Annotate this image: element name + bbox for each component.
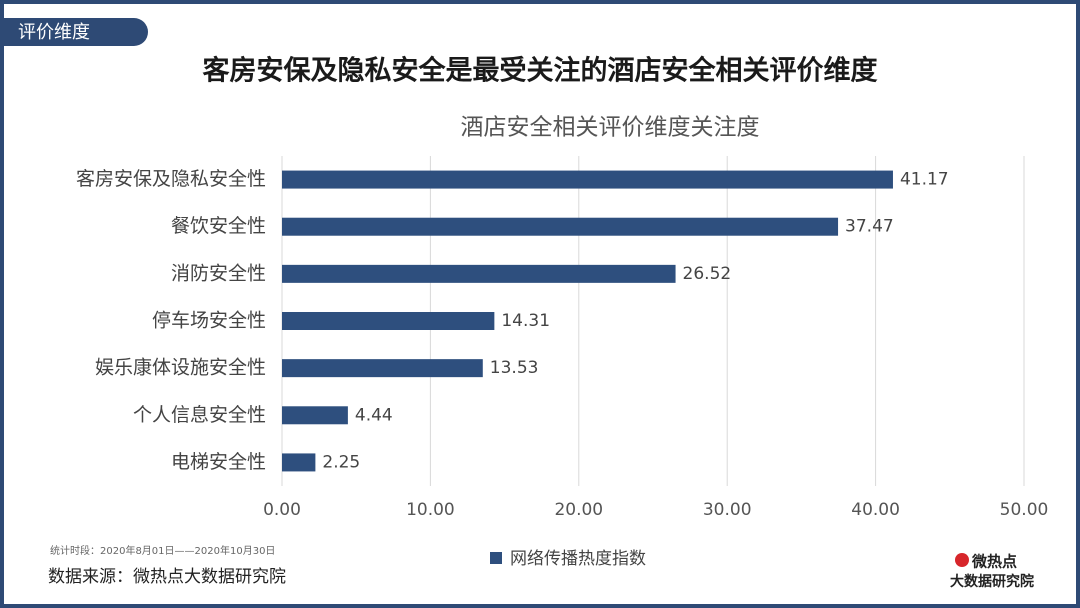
value-label: 2.25 <box>322 452 360 472</box>
x-tick-label: 20.00 <box>554 500 603 520</box>
tag-background <box>4 18 148 46</box>
value-label: 13.53 <box>490 358 539 378</box>
bar <box>282 312 495 330</box>
x-tick-label: 10.00 <box>406 500 455 520</box>
y-tick-label: 电梯安全性 <box>171 451 266 473</box>
legend-label: 网络传播热度指数 <box>510 549 646 569</box>
value-label: 37.47 <box>845 217 894 237</box>
y-tick-label: 餐饮安全性 <box>171 215 266 237</box>
bar <box>282 170 893 189</box>
bar <box>282 217 839 236</box>
value-label: 4.44 <box>355 405 393 425</box>
x-tick-label: 50.00 <box>1000 500 1049 520</box>
bar <box>282 453 316 472</box>
value-label: 14.31 <box>501 311 550 331</box>
value-label: 26.52 <box>683 264 732 284</box>
legend-swatch <box>490 552 502 564</box>
logo-text: 微热点 <box>971 553 1017 571</box>
chart: 评价维度 客房安保及隐私安全是最受关注的酒店安全相关评价维度 酒店安全相关评价维… <box>4 18 1049 590</box>
bar <box>282 264 676 283</box>
tag: 评价维度 <box>18 22 90 43</box>
logo-subtext: 大数据研究院 <box>950 573 1034 590</box>
period-note: 统计时段：2020年8月01日——2020年10月30日 <box>50 544 275 557</box>
y-tick-label: 客房安保及隐私安全性 <box>76 168 266 190</box>
value-label: 41.17 <box>900 170 949 190</box>
y-tick-label: 消防安全性 <box>171 262 266 284</box>
y-tick-label: 停车场安全性 <box>152 310 266 332</box>
x-tick-label: 30.00 <box>703 500 752 520</box>
x-tick-label: 0.00 <box>263 500 301 520</box>
source-note: 数据来源：微热点大数据研究院 <box>48 567 286 587</box>
chart-title: 酒店安全相关评价维度关注度 <box>461 115 760 141</box>
y-tick-label: 娱乐康体设施安全性 <box>95 357 266 379</box>
bar <box>282 406 348 425</box>
headline: 客房安保及隐私安全是最受关注的酒店安全相关评价维度 <box>203 55 878 87</box>
x-tick-label: 40.00 <box>851 500 900 520</box>
bar <box>282 359 483 378</box>
y-tick-label: 个人信息安全性 <box>133 404 266 426</box>
logo-icon <box>955 553 969 567</box>
